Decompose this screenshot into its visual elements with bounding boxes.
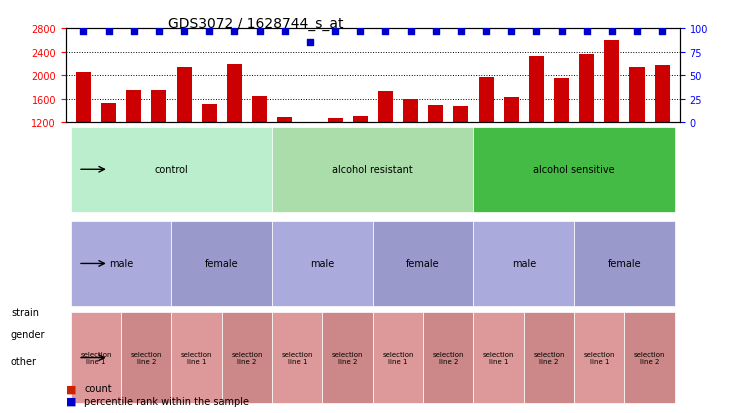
FancyBboxPatch shape bbox=[272, 128, 474, 212]
Point bbox=[531, 28, 542, 35]
Bar bbox=[151, 91, 167, 123]
Bar bbox=[352, 117, 368, 123]
Bar bbox=[529, 57, 544, 123]
FancyBboxPatch shape bbox=[373, 221, 474, 306]
Text: count: count bbox=[84, 383, 112, 393]
Text: GDS3072 / 1628744_s_at: GDS3072 / 1628744_s_at bbox=[168, 17, 344, 31]
Point bbox=[203, 28, 215, 35]
Bar bbox=[176, 68, 192, 123]
Bar bbox=[76, 72, 91, 123]
FancyBboxPatch shape bbox=[71, 313, 121, 403]
Point bbox=[128, 28, 140, 35]
FancyBboxPatch shape bbox=[322, 313, 373, 403]
Text: female: female bbox=[205, 259, 238, 269]
Text: selection
line 2: selection line 2 bbox=[533, 351, 565, 364]
Bar bbox=[655, 66, 670, 123]
Text: male: male bbox=[109, 259, 133, 269]
Text: alcohol sensitive: alcohol sensitive bbox=[534, 165, 615, 175]
Point bbox=[656, 28, 668, 35]
Text: selection
line 1: selection line 1 bbox=[281, 351, 313, 364]
Point bbox=[329, 28, 341, 35]
Point bbox=[455, 28, 466, 35]
Bar bbox=[252, 97, 267, 123]
Point bbox=[355, 28, 366, 35]
Bar bbox=[479, 78, 493, 123]
FancyBboxPatch shape bbox=[172, 221, 272, 306]
Point bbox=[556, 28, 567, 35]
FancyBboxPatch shape bbox=[474, 128, 675, 212]
Point bbox=[178, 28, 190, 35]
Bar bbox=[126, 91, 141, 123]
Point bbox=[304, 40, 316, 46]
Text: female: female bbox=[607, 259, 641, 269]
Point bbox=[77, 28, 89, 35]
Point bbox=[631, 28, 643, 35]
FancyBboxPatch shape bbox=[71, 128, 272, 212]
Text: gender: gender bbox=[11, 330, 45, 339]
Text: selection
line 2: selection line 2 bbox=[433, 351, 464, 364]
Point bbox=[581, 28, 593, 35]
Bar bbox=[579, 55, 594, 123]
Text: male: male bbox=[512, 259, 536, 269]
Text: selection
line 2: selection line 2 bbox=[131, 351, 162, 364]
Text: selection
line 1: selection line 1 bbox=[583, 351, 615, 364]
FancyBboxPatch shape bbox=[474, 221, 574, 306]
Bar bbox=[605, 40, 619, 123]
FancyBboxPatch shape bbox=[574, 221, 675, 306]
Point bbox=[430, 28, 442, 35]
FancyBboxPatch shape bbox=[272, 221, 373, 306]
Bar bbox=[277, 118, 292, 123]
Point bbox=[153, 28, 164, 35]
Text: selection
line 1: selection line 1 bbox=[382, 351, 414, 364]
Text: selection
line 2: selection line 2 bbox=[634, 351, 665, 364]
Point bbox=[103, 28, 115, 35]
Bar bbox=[453, 107, 469, 123]
Bar bbox=[378, 92, 393, 123]
Point bbox=[379, 28, 391, 35]
Bar bbox=[554, 79, 569, 123]
Text: selection
line 1: selection line 1 bbox=[181, 351, 213, 364]
Bar bbox=[428, 106, 443, 123]
FancyBboxPatch shape bbox=[574, 313, 624, 403]
Point bbox=[254, 28, 265, 35]
Bar bbox=[403, 100, 418, 123]
FancyBboxPatch shape bbox=[71, 221, 172, 306]
Point bbox=[405, 28, 417, 35]
Text: alcohol resistant: alcohol resistant bbox=[333, 165, 413, 175]
Bar bbox=[227, 65, 242, 123]
Text: selection
line 2: selection line 2 bbox=[332, 351, 363, 364]
Bar bbox=[327, 119, 343, 123]
FancyBboxPatch shape bbox=[474, 313, 524, 403]
Text: percentile rank within the sample: percentile rank within the sample bbox=[84, 396, 249, 406]
Bar bbox=[629, 68, 645, 123]
Point bbox=[229, 28, 240, 35]
FancyBboxPatch shape bbox=[221, 313, 272, 403]
FancyBboxPatch shape bbox=[624, 313, 675, 403]
Point bbox=[480, 28, 492, 35]
Text: selection
line 1: selection line 1 bbox=[483, 351, 515, 364]
Text: female: female bbox=[406, 259, 440, 269]
Point bbox=[279, 28, 291, 35]
Text: selection
line 1: selection line 1 bbox=[80, 351, 112, 364]
Bar bbox=[202, 104, 217, 123]
Bar bbox=[101, 104, 116, 123]
FancyBboxPatch shape bbox=[373, 313, 423, 403]
Point bbox=[505, 28, 517, 35]
Text: other: other bbox=[11, 356, 37, 366]
Text: selection
line 2: selection line 2 bbox=[231, 351, 262, 364]
Bar bbox=[504, 97, 519, 123]
Text: ■: ■ bbox=[66, 383, 76, 393]
FancyBboxPatch shape bbox=[272, 313, 322, 403]
FancyBboxPatch shape bbox=[121, 313, 172, 403]
Text: male: male bbox=[311, 259, 335, 269]
FancyBboxPatch shape bbox=[423, 313, 474, 403]
Text: control: control bbox=[155, 165, 189, 175]
FancyBboxPatch shape bbox=[172, 313, 221, 403]
Point bbox=[606, 28, 618, 35]
Text: strain: strain bbox=[11, 307, 39, 317]
Text: ■: ■ bbox=[66, 396, 76, 406]
FancyBboxPatch shape bbox=[524, 313, 574, 403]
